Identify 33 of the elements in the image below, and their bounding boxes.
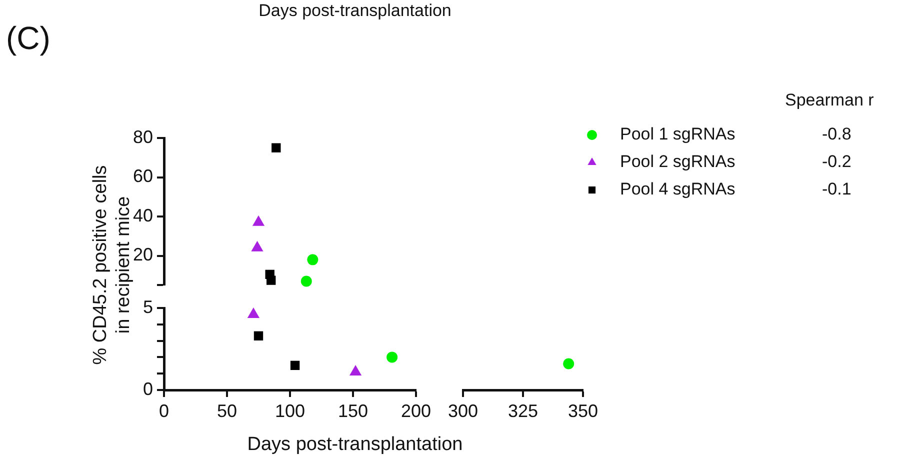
x-tick-label: 50 (216, 400, 238, 421)
text: -0.8 (822, 124, 852, 144)
y-tick-label: 60 (132, 166, 153, 186)
point (300, 276, 312, 287)
y-tick-label: 40 (132, 205, 153, 226)
point (386, 352, 398, 363)
text: -0.2 (822, 152, 852, 172)
y-tick-label: 80 (132, 126, 153, 147)
x-tick-label: 300 (448, 400, 478, 421)
y-tick-label: 5 (142, 296, 153, 317)
x-tick-label: 0 (158, 400, 170, 421)
chart-subtitle: Days post-transplantation (258, 1, 452, 21)
y-tick-label: 20 (132, 244, 153, 265)
legend-label: Pool 1 sgRNAs (620, 124, 736, 144)
x-tick-label: 325 (508, 400, 538, 421)
x-tick-label: 350 (568, 400, 598, 421)
legend-label: Pool 2 sgRNAs (620, 152, 736, 172)
text: -0.1 (822, 180, 852, 199)
x-tick-label: 150 (338, 400, 368, 421)
y-tick-label: 0 (142, 378, 153, 399)
point (307, 254, 318, 266)
point (254, 331, 264, 340)
x-tick-label: 100 (274, 400, 306, 421)
point (290, 360, 300, 370)
y-axis-title: % CD45.2 positive cells in recipient mice (90, 165, 134, 365)
point (247, 308, 260, 318)
point (272, 143, 281, 152)
legend-label: Pool 4 sgRNAs (620, 180, 736, 199)
chart-title: (C) (6, 20, 50, 57)
x-tick-label: 200 (400, 400, 432, 421)
point (266, 276, 276, 285)
text: Spearman r (785, 90, 874, 110)
x-axis-title: Days post-transplantation (247, 434, 463, 456)
